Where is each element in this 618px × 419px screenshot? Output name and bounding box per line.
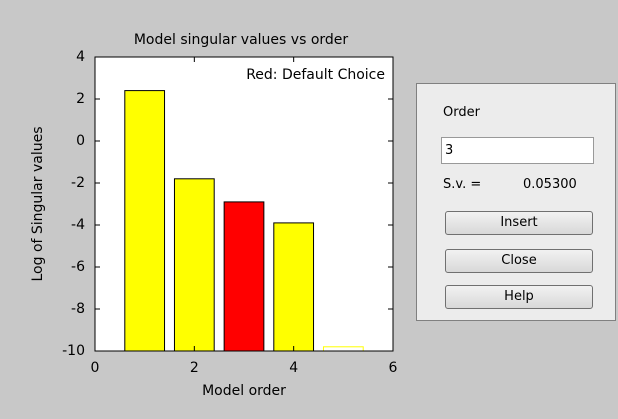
y-tick-label: -10 (62, 343, 85, 359)
y-tick-label: -8 (71, 301, 85, 317)
x-tick-label: 2 (190, 360, 199, 376)
y-axis-label: Log of Singular values (30, 126, 46, 281)
axes-box (94, 56, 394, 352)
insert-button[interactable]: Insert (445, 211, 593, 235)
sv-label: S.v. = (443, 177, 482, 192)
bar (322, 346, 364, 352)
y-tick-label: 2 (76, 91, 85, 107)
bar (223, 201, 265, 352)
y-tick-label: 0 (76, 133, 85, 149)
y-tick-label: -6 (71, 259, 85, 275)
x-axis-label: Model order (202, 383, 286, 399)
bar (273, 222, 315, 352)
x-tick-label: 6 (389, 360, 398, 376)
order-label: Order (443, 105, 480, 120)
order-input[interactable]: 3 (441, 137, 594, 164)
help-button[interactable]: Help (445, 285, 593, 309)
order-panel: Order 3 S.v. = 0.05300 Insert Close Help (416, 83, 616, 321)
x-tick-label: 0 (91, 360, 100, 376)
annotation: Red: Default Choice (246, 67, 385, 83)
y-tick-label: -4 (71, 217, 85, 233)
bar (124, 90, 166, 352)
x-tick-label: 4 (289, 360, 298, 376)
y-tick-label: 4 (76, 49, 85, 65)
bar (173, 178, 215, 352)
sv-value: 0.05300 (523, 177, 577, 192)
close-button[interactable]: Close (445, 249, 593, 273)
chart-title: Model singular values vs order (134, 32, 349, 48)
y-tick-label: -2 (71, 175, 85, 191)
